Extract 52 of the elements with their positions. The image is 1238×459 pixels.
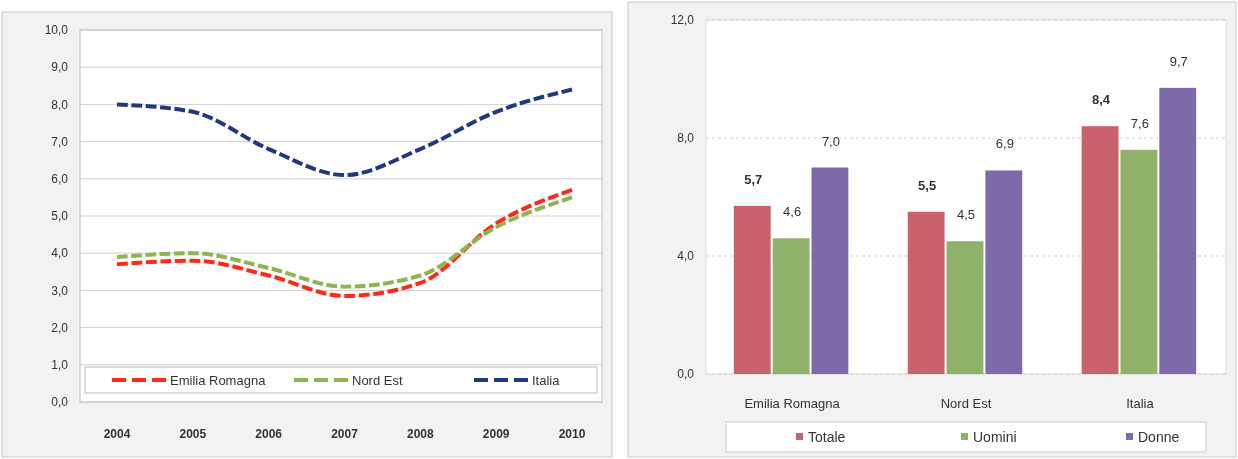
legend-label: Uomini bbox=[973, 428, 1017, 445]
y-tick-label: 6,0 bbox=[51, 172, 69, 186]
y-tick-label: 7,0 bbox=[51, 134, 69, 149]
data-label: 6,9 bbox=[995, 136, 1014, 152]
y-tick-label: 1,0 bbox=[51, 358, 69, 372]
legend-label: Donne bbox=[1138, 428, 1180, 445]
x-tick-label: 2006 bbox=[255, 427, 283, 441]
data-label: 7,6 bbox=[1130, 115, 1149, 131]
legend-label: Italia bbox=[532, 372, 561, 388]
data-label: 7,0 bbox=[821, 133, 840, 149]
y-tick-label: 0,0 bbox=[51, 395, 69, 410]
bar bbox=[907, 211, 945, 374]
line-series bbox=[115, 187, 574, 298]
y-tick-label: 3,0 bbox=[51, 283, 69, 298]
legend-label: Emilia Romagna bbox=[170, 372, 267, 388]
x-tick-label: 2010 bbox=[558, 427, 586, 441]
bar bbox=[985, 170, 1023, 374]
legend-label: Totale bbox=[808, 428, 846, 445]
y-tick-label: 9,0 bbox=[51, 60, 69, 75]
x-tick-label: 2008 bbox=[406, 427, 434, 441]
x-tick-label: 2009 bbox=[482, 427, 510, 441]
data-label: 4,6 bbox=[783, 204, 802, 220]
y-tick-label: 0,0 bbox=[677, 367, 695, 382]
x-tick-label: 2007 bbox=[331, 427, 359, 441]
data-label: 5,5 bbox=[918, 177, 937, 193]
bar bbox=[1159, 87, 1197, 374]
x-tick-label: Nord Est bbox=[940, 396, 992, 411]
data-label: 8,4 bbox=[1092, 92, 1111, 108]
y-tick-label: 5,0 bbox=[51, 209, 69, 224]
y-tick-label: 2,0 bbox=[51, 320, 69, 335]
x-tick-label: Italia bbox=[1126, 396, 1155, 411]
x-tick-label: 2005 bbox=[179, 427, 207, 441]
line-series bbox=[115, 87, 574, 178]
y-tick-label: 10,0 bbox=[44, 23, 69, 38]
y-tick-label: 12,0 bbox=[670, 13, 695, 28]
y-tick-label: 8,0 bbox=[51, 97, 69, 112]
x-tick-label: 2004 bbox=[103, 427, 131, 441]
x-tick-label: Emilia Romagna bbox=[744, 396, 841, 411]
bar bbox=[733, 205, 771, 374]
data-label: 9,7 bbox=[1169, 53, 1188, 69]
bar bbox=[1120, 149, 1158, 374]
bar bbox=[946, 241, 984, 374]
y-tick-label: 4,0 bbox=[677, 249, 695, 264]
y-tick-label: 4,0 bbox=[51, 246, 69, 261]
y-tick-label: 8,0 bbox=[677, 131, 695, 146]
data-label: 5,7 bbox=[744, 171, 763, 187]
bar bbox=[1081, 126, 1119, 374]
line-series bbox=[115, 195, 574, 289]
legend-label: Nord Est bbox=[352, 372, 403, 388]
data-label: 4,5 bbox=[956, 207, 976, 223]
bar bbox=[772, 238, 810, 374]
bar bbox=[811, 167, 849, 374]
